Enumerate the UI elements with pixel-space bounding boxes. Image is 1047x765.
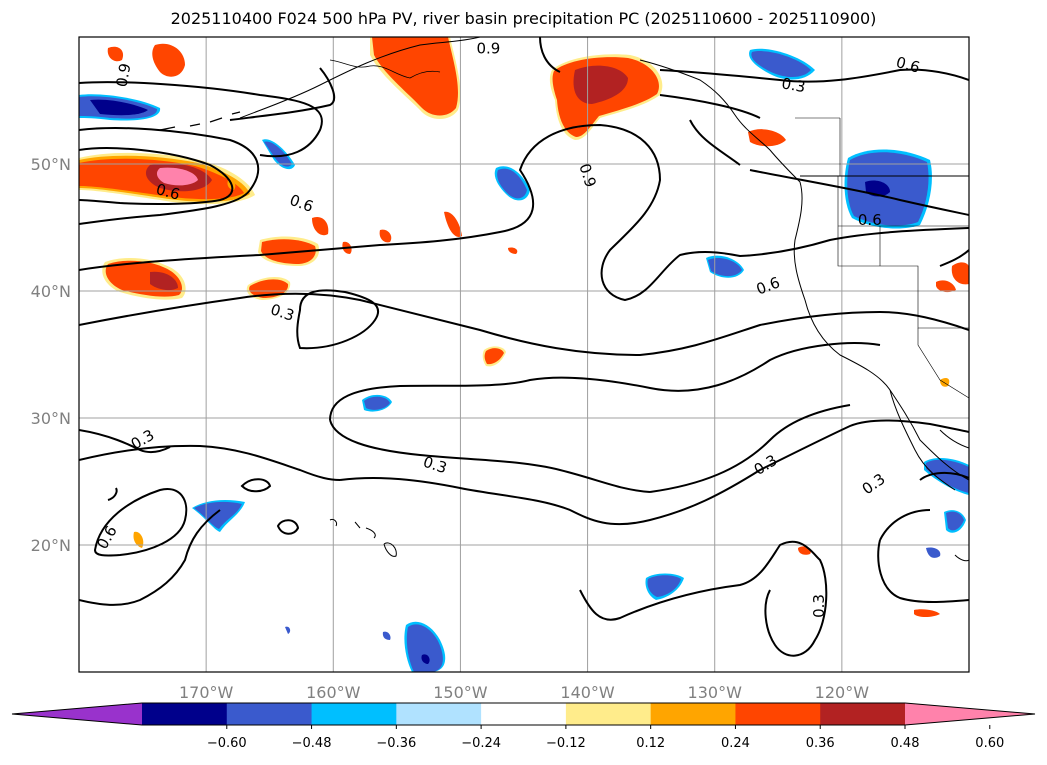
precip-negative-area: [79, 94, 161, 121]
colorbar-segment: [396, 703, 482, 725]
contour-label: 0.6: [154, 180, 182, 204]
contour-label: 0.9: [476, 39, 500, 57]
contour-label: 0.6: [894, 53, 922, 77]
colorbar-segment: [735, 703, 821, 725]
colorbar-tick-label: 0.12: [636, 736, 665, 751]
precip-positive-area: [258, 236, 320, 266]
colorbar-segment: [142, 703, 228, 725]
colorbar-outline: [11, 702, 1036, 726]
longitude-tick-label: 140°W: [560, 683, 615, 702]
colorbar-segment: [481, 703, 567, 725]
colorbar-tick-label: −0.12: [546, 736, 586, 751]
map-title: 2025110400 F024 500 hPa PV, river basin …: [170, 9, 877, 28]
longitude-labels: 170°W 160°W 150°W 140°W 130°W 120°W: [179, 683, 869, 702]
precip-shading: [79, 37, 969, 672]
precip-negative-area: [192, 139, 969, 672]
latitude-labels: 50°N 40°N 30°N 20°N: [31, 155, 71, 555]
precip-positive-area: [370, 37, 461, 119]
coastlines: [159, 37, 969, 562]
colorbar-tick-label: 0.48: [891, 736, 920, 751]
colorbar-tick-label: 0.24: [721, 736, 750, 751]
colorbar-tick-label: −0.24: [461, 736, 501, 751]
latitude-tick-label: 20°N: [31, 536, 71, 555]
precip-negative-area: [844, 149, 932, 229]
colorbar-tick-label: −0.60: [207, 736, 247, 751]
precip-negative-area: [494, 166, 530, 201]
contour-label: 0.6: [858, 211, 882, 229]
precip-negative-area: [749, 48, 815, 80]
latitude-tick-label: 50°N: [31, 155, 71, 174]
colorbar-segment: [226, 703, 313, 725]
colorbar-tick-label: −0.48: [292, 736, 332, 751]
longitude-tick-label: 130°W: [688, 683, 743, 702]
colorbar-segment: [650, 703, 736, 725]
colorbar-tick-label: −0.36: [376, 736, 416, 751]
contour-label: 0.3: [780, 74, 807, 96]
contour-label: 0.9: [113, 62, 135, 89]
colorbar: [11, 702, 1036, 726]
colorbar-tick-label: 0.36: [806, 736, 835, 751]
colorbar-segment: [311, 703, 397, 725]
latitude-tick-label: 40°N: [31, 282, 71, 301]
colorbar-segment: [820, 703, 906, 725]
colorbar-segment: [565, 703, 652, 725]
colorbar-labels: −0.60 −0.48 −0.36 −0.24 −0.12 0.12 0.24 0.36 0.4…: [207, 725, 1004, 751]
precip-positive-area: [102, 258, 186, 300]
latitude-tick-label: 30°N: [31, 409, 71, 428]
colorbar-extend-high: [905, 703, 1035, 725]
longitude-tick-label: 120°W: [815, 683, 870, 702]
colorbar-tick-label: 0.60: [975, 736, 1004, 751]
pv-contours: [79, 37, 969, 657]
colorbar-extend-low: [12, 703, 142, 725]
longitude-tick-label: 160°W: [306, 683, 361, 702]
graticule: [79, 37, 969, 672]
longitude-tick-label: 150°W: [433, 683, 488, 702]
contour-label: 0.3: [810, 594, 828, 618]
map-frame: [78, 36, 970, 673]
map-background: [79, 37, 969, 672]
longitude-tick-label: 170°W: [179, 683, 234, 702]
